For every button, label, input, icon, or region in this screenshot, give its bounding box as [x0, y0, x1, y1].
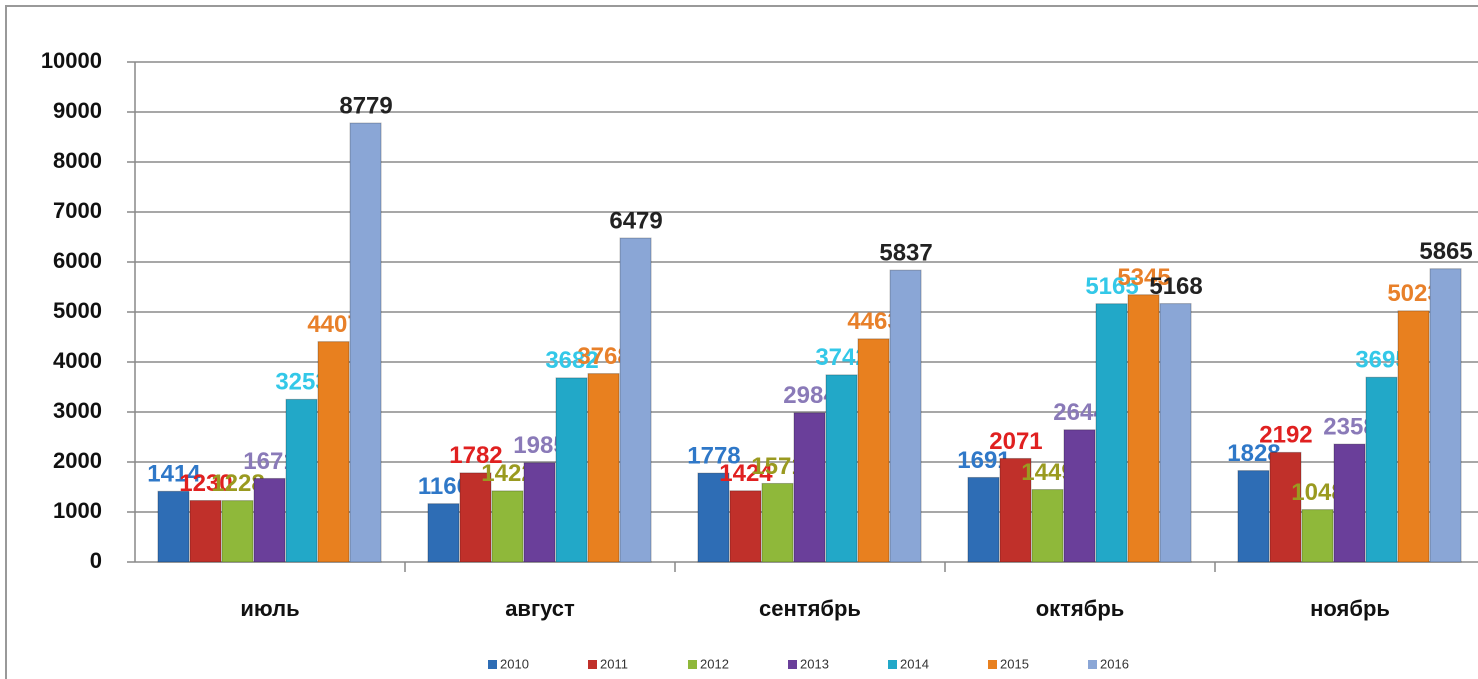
- bar: [587, 373, 620, 563]
- data-label: 5168: [1149, 273, 1202, 300]
- legend-swatch: [888, 660, 897, 669]
- data-label: 5865: [1419, 238, 1472, 265]
- y-tick-label: 5000: [53, 298, 102, 323]
- bar: [761, 482, 794, 563]
- bar: [1397, 310, 1430, 563]
- bar: [729, 490, 762, 563]
- bar: [793, 412, 826, 563]
- data-label: 5837: [879, 239, 932, 266]
- bar: [619, 237, 652, 563]
- x-tick-label: ноябрь: [1310, 596, 1390, 621]
- bar: [221, 500, 254, 563]
- y-tick-label: 0: [90, 548, 102, 573]
- bar: [967, 476, 1000, 563]
- chart-frame: [5, 5, 1478, 679]
- bar: [157, 490, 190, 563]
- legend-swatch: [688, 660, 697, 669]
- bar: [999, 457, 1032, 563]
- bar: [1095, 303, 1128, 563]
- bar: [1159, 303, 1192, 563]
- data-label: 6479: [609, 207, 662, 234]
- bar: [1127, 294, 1160, 563]
- y-tick-label: 4000: [53, 348, 102, 373]
- bar: [1365, 376, 1398, 563]
- bar: [523, 462, 556, 563]
- y-tick-label: 2000: [53, 448, 102, 473]
- bar: [1429, 268, 1462, 563]
- bar: [1333, 443, 1366, 563]
- x-tick-label: сентябрь: [759, 596, 861, 621]
- bar: [825, 374, 858, 563]
- legend-label: 2012: [700, 656, 729, 671]
- legend-label: 2013: [800, 656, 829, 671]
- y-tick-label: 9000: [53, 98, 102, 123]
- bar: [1237, 470, 1270, 563]
- data-label: 1230: [179, 470, 232, 497]
- x-tick-label: август: [505, 596, 575, 621]
- bar: [285, 398, 318, 563]
- bar: [1063, 429, 1096, 563]
- bar: [697, 472, 730, 563]
- legend-label: 2014: [900, 656, 929, 671]
- data-label: 1424: [719, 460, 773, 487]
- y-tick-label: 6000: [53, 248, 102, 273]
- legend-swatch: [588, 660, 597, 669]
- bar: [1031, 489, 1064, 563]
- bar: [1301, 509, 1334, 563]
- data-label: 1782: [449, 442, 502, 469]
- legend-swatch: [488, 660, 497, 669]
- legend-swatch: [988, 660, 997, 669]
- data-label: 2192: [1259, 422, 1312, 449]
- legend-label: 2010: [500, 656, 529, 671]
- bar: [555, 377, 588, 563]
- bar: [857, 338, 890, 563]
- data-label: 5345: [1117, 264, 1170, 291]
- legend-swatch: [1088, 660, 1097, 669]
- data-label: 1414: [147, 461, 201, 488]
- bar: [427, 503, 460, 563]
- y-tick-label: 7000: [53, 198, 102, 223]
- x-tick-label: октябрь: [1036, 596, 1125, 621]
- bar: [189, 500, 222, 563]
- y-tick-label: 8000: [53, 148, 102, 173]
- bar: [1269, 451, 1302, 563]
- x-tick-label: июль: [240, 596, 299, 621]
- bar: [491, 490, 524, 563]
- y-tick-label: 3000: [53, 398, 102, 423]
- legend-swatch: [788, 660, 797, 669]
- y-tick-label: 1000: [53, 498, 102, 523]
- legend-label: 2011: [600, 656, 628, 671]
- data-label: 8779: [339, 92, 392, 119]
- bar: [459, 472, 492, 563]
- legend-label: 2015: [1000, 656, 1029, 671]
- bar: [889, 269, 922, 563]
- bar: [349, 122, 382, 563]
- bar: [317, 341, 350, 563]
- legend-label: 2016: [1100, 656, 1129, 671]
- y-tick-label: 10000: [41, 48, 102, 73]
- data-label: 1778: [687, 442, 740, 469]
- bar: [253, 477, 286, 563]
- data-label: 3682: [545, 347, 598, 374]
- data-label: 2071: [989, 428, 1042, 455]
